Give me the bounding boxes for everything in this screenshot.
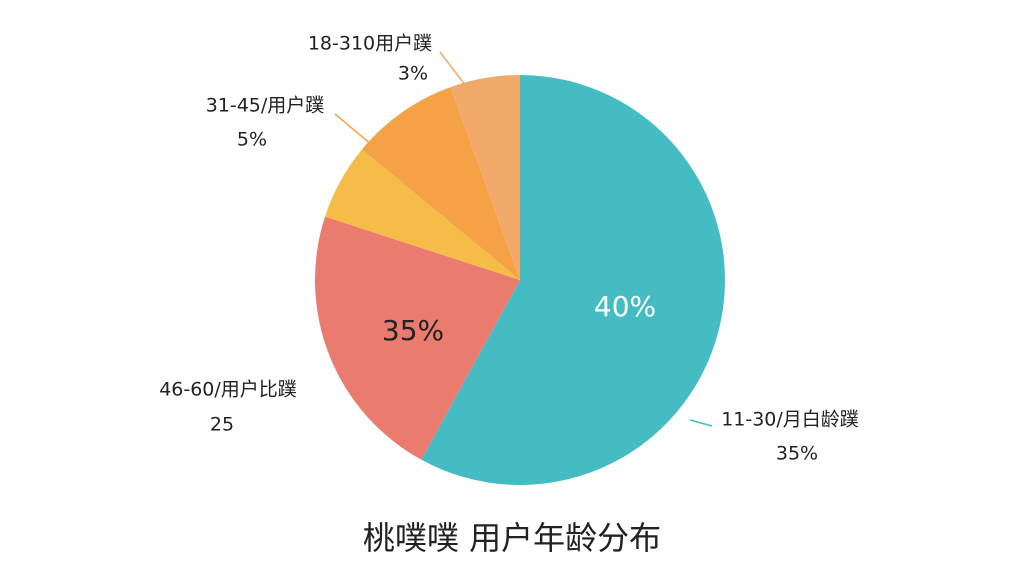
pie-slice (450, 75, 520, 280)
slice-inner-label: 40% (594, 290, 656, 323)
pie-slice (325, 149, 520, 280)
slice-note: 3% (398, 63, 428, 85)
leader-line (689, 419, 713, 427)
slice-label: 46-60/用户比蹼 (159, 379, 297, 401)
slice-inner-label: 35% (382, 314, 444, 347)
slice-note: 5% (237, 129, 267, 151)
chart-title: 桃噗噗 用户年龄分布 (363, 519, 661, 557)
slice-label: 11-30/月白龄蹼 (721, 409, 859, 431)
slice-label: 31-45/用户蹼 (206, 95, 325, 117)
slice-label: 18-310用户蹼 (308, 33, 432, 55)
pie-slice (362, 87, 520, 280)
pie-slice (421, 75, 725, 485)
slice-note: 25 (210, 414, 234, 436)
pie-slice (314, 216, 520, 460)
leader-line (334, 113, 379, 151)
slice-note: 35% (776, 443, 818, 465)
leader-line (439, 51, 467, 87)
